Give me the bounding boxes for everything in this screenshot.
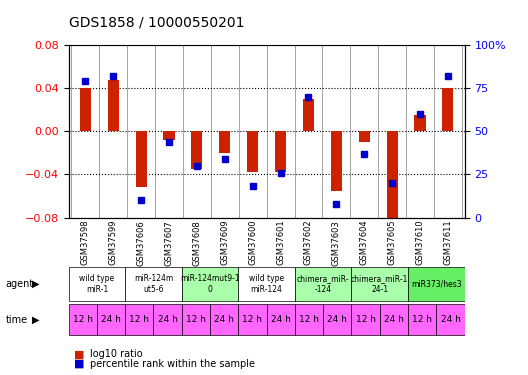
Text: 24 h: 24 h: [158, 315, 177, 324]
Text: ▶: ▶: [32, 315, 39, 325]
Bar: [331, 131, 342, 190]
Bar: [247, 131, 258, 172]
FancyBboxPatch shape: [380, 304, 408, 335]
Bar: [136, 131, 147, 188]
Text: percentile rank within the sample: percentile rank within the sample: [90, 359, 254, 369]
FancyBboxPatch shape: [408, 304, 436, 335]
Text: 12 h: 12 h: [412, 315, 432, 324]
Bar: [164, 131, 175, 140]
Text: 24 h: 24 h: [440, 315, 460, 324]
Text: 12 h: 12 h: [73, 315, 93, 324]
FancyBboxPatch shape: [436, 304, 465, 335]
Bar: [275, 131, 286, 172]
Text: 24 h: 24 h: [327, 315, 347, 324]
Text: miR373/hes3: miR373/hes3: [411, 280, 461, 289]
Text: GSM37599: GSM37599: [109, 220, 118, 265]
Text: GSM37607: GSM37607: [165, 220, 174, 266]
Text: 24 h: 24 h: [271, 315, 291, 324]
Text: miR-124m
ut5-6: miR-124m ut5-6: [134, 274, 173, 294]
FancyBboxPatch shape: [125, 267, 182, 301]
Text: wild type
miR-1: wild type miR-1: [79, 274, 115, 294]
Bar: [219, 131, 230, 153]
Bar: [108, 80, 119, 131]
Text: 24 h: 24 h: [214, 315, 234, 324]
Bar: [359, 131, 370, 142]
Text: 24 h: 24 h: [101, 315, 121, 324]
Text: time: time: [5, 315, 27, 325]
Text: GSM37611: GSM37611: [444, 220, 452, 266]
Text: GDS1858 / 10000550201: GDS1858 / 10000550201: [69, 16, 244, 30]
FancyBboxPatch shape: [182, 304, 210, 335]
FancyBboxPatch shape: [125, 304, 154, 335]
Text: GSM37610: GSM37610: [416, 220, 425, 266]
FancyBboxPatch shape: [154, 304, 182, 335]
Text: GSM37598: GSM37598: [81, 220, 90, 266]
FancyBboxPatch shape: [408, 267, 465, 301]
Text: GSM37600: GSM37600: [248, 220, 257, 266]
Text: 12 h: 12 h: [299, 315, 319, 324]
Text: ■: ■: [74, 350, 84, 359]
Bar: [191, 131, 203, 169]
FancyBboxPatch shape: [182, 267, 238, 301]
Text: GSM37608: GSM37608: [192, 220, 201, 266]
Text: GSM37601: GSM37601: [276, 220, 285, 266]
Text: agent: agent: [5, 279, 34, 289]
FancyBboxPatch shape: [352, 267, 408, 301]
Bar: [386, 131, 398, 220]
Text: 12 h: 12 h: [129, 315, 149, 324]
FancyBboxPatch shape: [238, 304, 267, 335]
Text: GSM37604: GSM37604: [360, 220, 369, 266]
FancyBboxPatch shape: [69, 304, 97, 335]
FancyBboxPatch shape: [210, 304, 238, 335]
Text: 12 h: 12 h: [356, 315, 375, 324]
Text: GSM37603: GSM37603: [332, 220, 341, 266]
Text: wild type
miR-124: wild type miR-124: [249, 274, 284, 294]
Text: GSM37606: GSM37606: [137, 220, 146, 266]
Text: 12 h: 12 h: [242, 315, 262, 324]
FancyBboxPatch shape: [238, 267, 295, 301]
Bar: [303, 99, 314, 131]
Text: chimera_miR-1
24-1: chimera_miR-1 24-1: [351, 274, 409, 294]
FancyBboxPatch shape: [295, 304, 323, 335]
FancyBboxPatch shape: [352, 304, 380, 335]
FancyBboxPatch shape: [267, 304, 295, 335]
FancyBboxPatch shape: [323, 304, 352, 335]
Text: miR-124mut9-1
0: miR-124mut9-1 0: [180, 274, 240, 294]
Text: GSM37609: GSM37609: [220, 220, 229, 266]
Bar: [80, 88, 91, 131]
Text: ■: ■: [74, 359, 84, 369]
Text: 12 h: 12 h: [186, 315, 206, 324]
FancyBboxPatch shape: [97, 304, 125, 335]
Text: GSM37605: GSM37605: [388, 220, 397, 266]
Text: ▶: ▶: [32, 279, 39, 289]
Bar: [414, 115, 426, 131]
Bar: [442, 88, 454, 131]
Text: GSM37602: GSM37602: [304, 220, 313, 266]
FancyBboxPatch shape: [295, 267, 352, 301]
Text: chimera_miR-
-124: chimera_miR- -124: [297, 274, 350, 294]
Text: log10 ratio: log10 ratio: [90, 350, 143, 359]
FancyBboxPatch shape: [69, 267, 125, 301]
Text: 24 h: 24 h: [384, 315, 404, 324]
